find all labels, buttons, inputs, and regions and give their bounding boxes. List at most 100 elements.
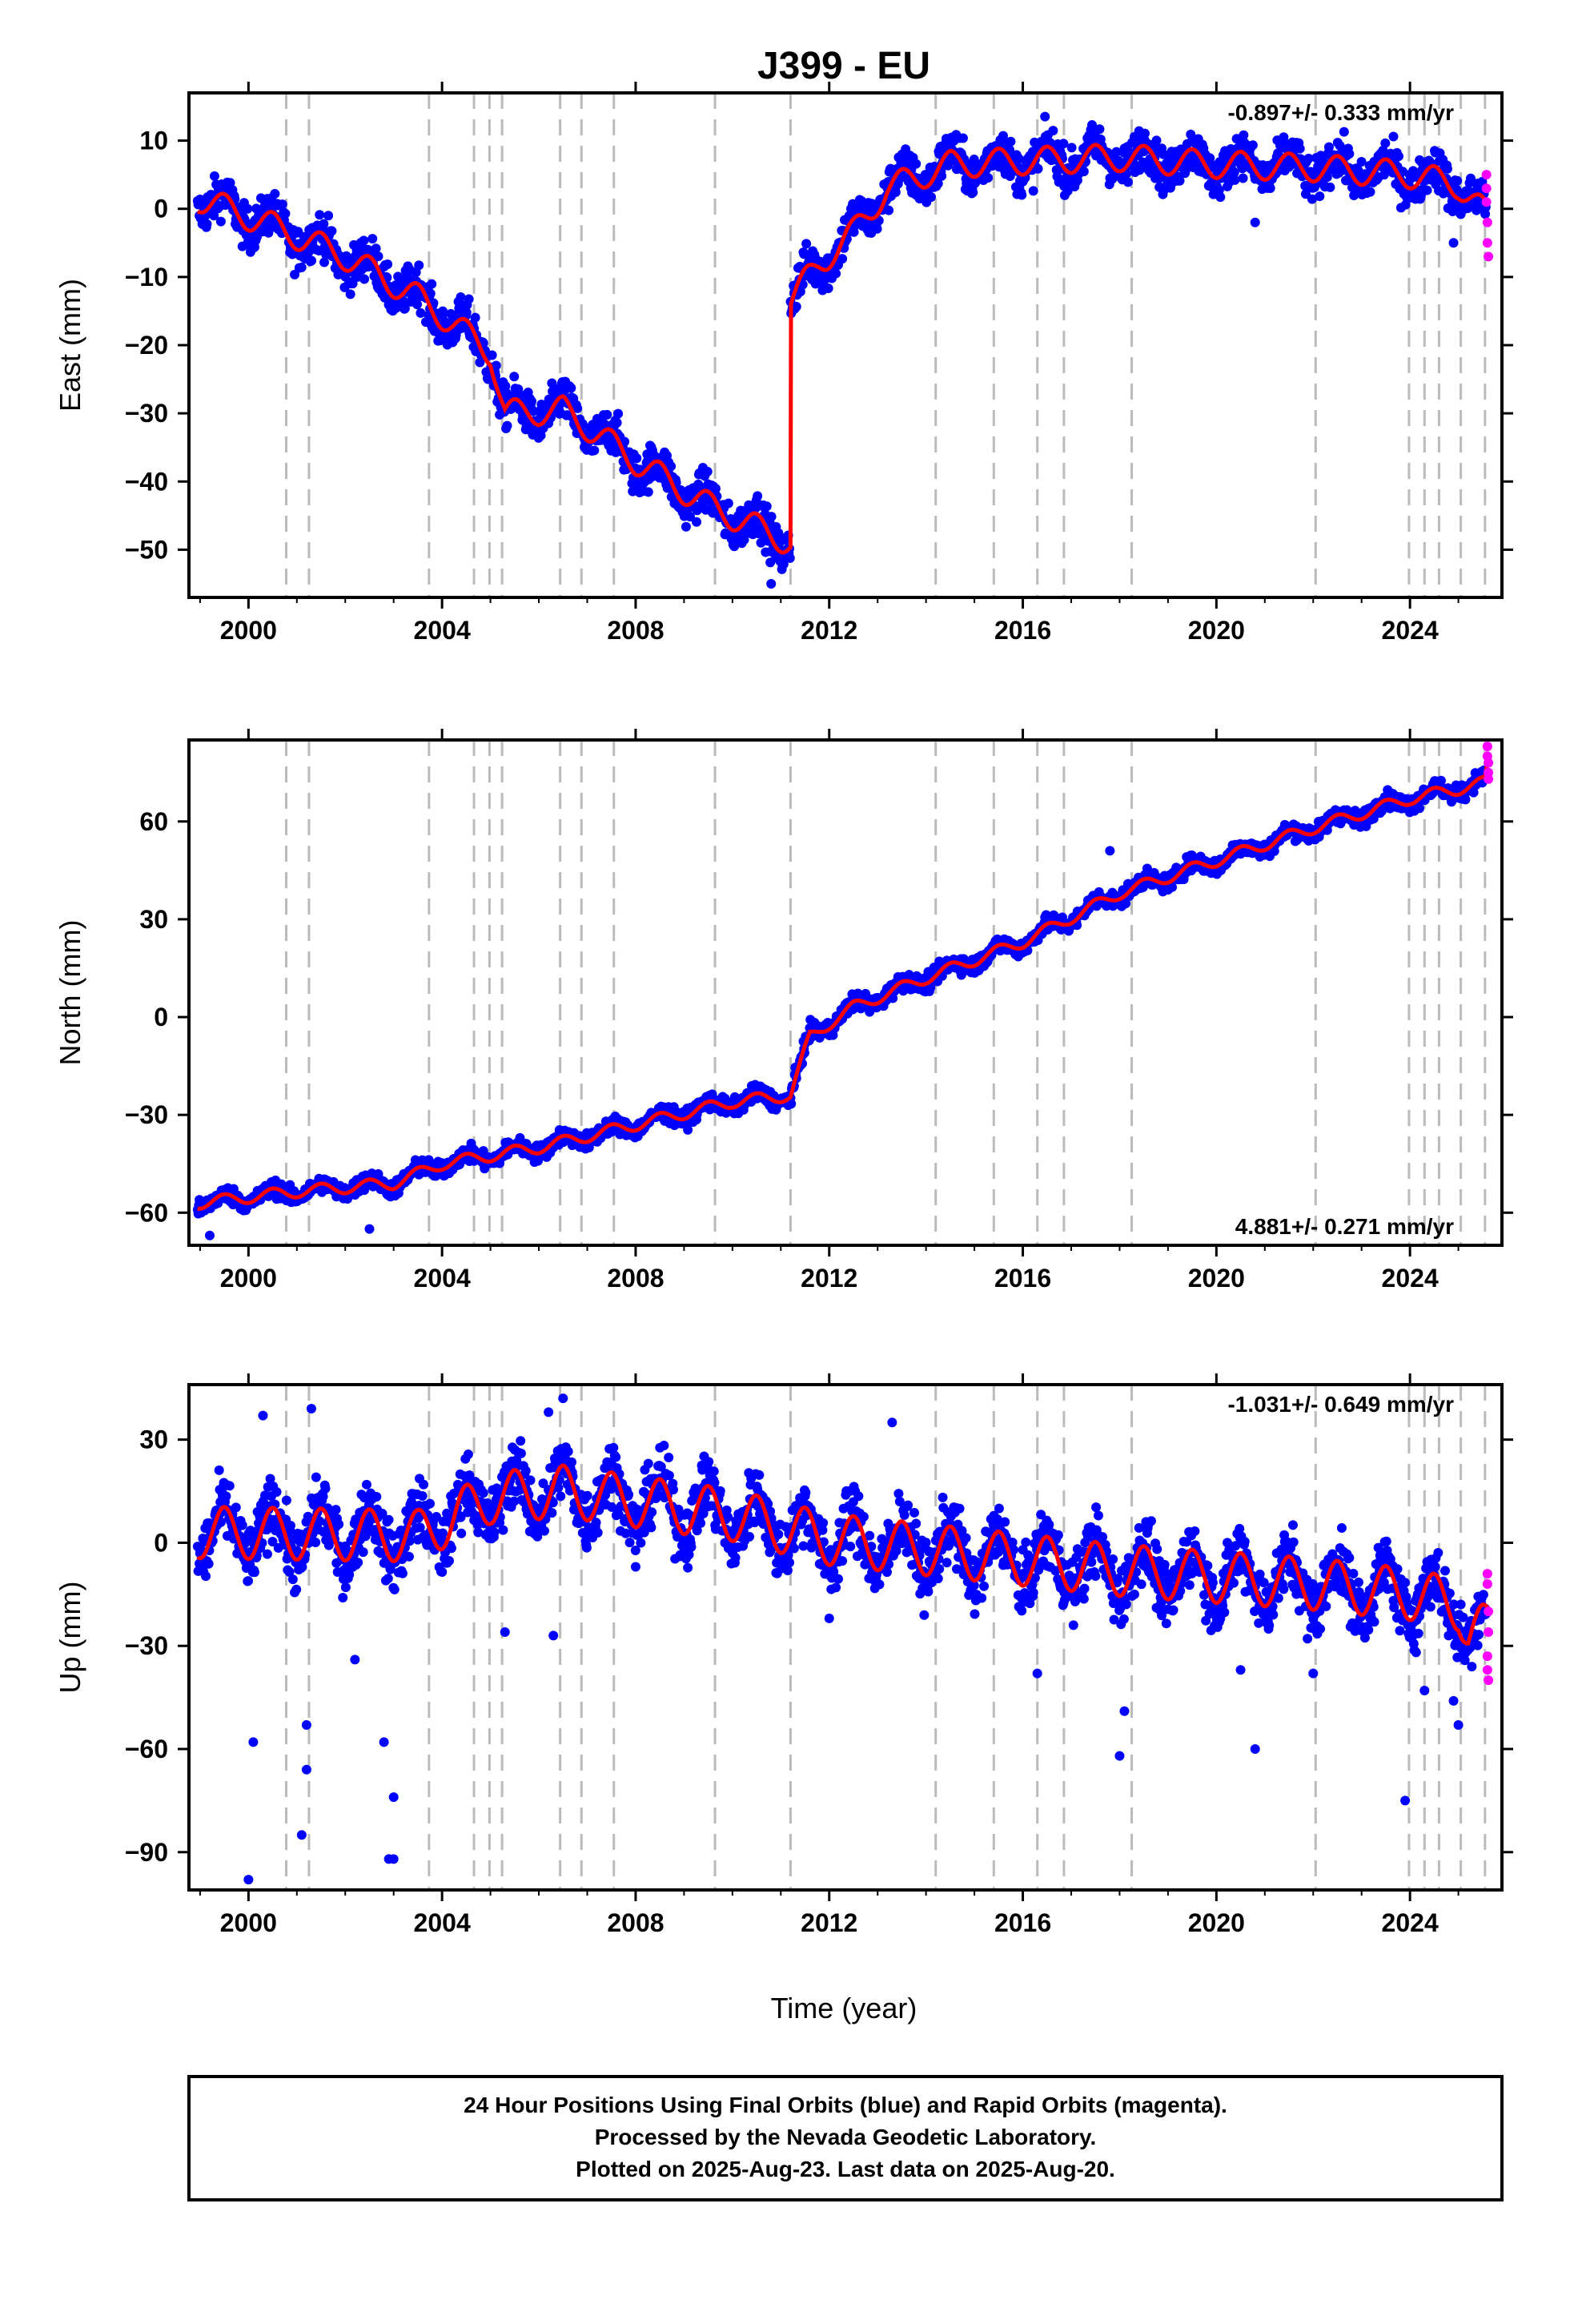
data-point bbox=[383, 1514, 394, 1525]
data-point bbox=[307, 255, 317, 266]
data-point bbox=[371, 243, 381, 254]
data-point bbox=[359, 274, 370, 284]
data-point bbox=[345, 289, 355, 300]
x-tick-label: 2004 bbox=[414, 1264, 471, 1293]
data-point bbox=[509, 372, 520, 382]
data-point bbox=[566, 383, 576, 393]
x-tick-label: 2012 bbox=[801, 1264, 857, 1293]
data-point bbox=[311, 1537, 321, 1547]
outlier-point bbox=[1250, 217, 1260, 227]
data-point bbox=[323, 211, 334, 221]
data-point bbox=[461, 308, 472, 318]
data-point bbox=[319, 219, 329, 229]
data-point bbox=[1017, 190, 1027, 200]
data-point bbox=[1344, 149, 1355, 159]
rapid-point bbox=[1481, 170, 1492, 180]
y-tick-label: 0 bbox=[154, 1003, 168, 1031]
data-point bbox=[412, 300, 423, 310]
data-point bbox=[723, 498, 733, 509]
data-point bbox=[1452, 175, 1463, 186]
rapid-point bbox=[1484, 251, 1494, 262]
data-point bbox=[1094, 124, 1105, 135]
data-point bbox=[937, 171, 947, 181]
data-point bbox=[666, 461, 677, 472]
rapid-point bbox=[1484, 774, 1494, 784]
final-orbit-points bbox=[192, 111, 1491, 589]
data-point bbox=[320, 1483, 331, 1494]
data-point bbox=[968, 187, 978, 198]
data-point bbox=[271, 1487, 282, 1498]
data-point bbox=[331, 1505, 341, 1515]
data-point bbox=[890, 187, 901, 198]
final-orbit-points bbox=[192, 1393, 1491, 1885]
x-tick-label: 2000 bbox=[220, 616, 277, 645]
rapid-point bbox=[1481, 183, 1492, 194]
panel-1: 2000 2004 2008 2012 2016 2020 2024100−10−20−30… bbox=[54, 82, 1513, 645]
data-point bbox=[367, 234, 378, 244]
data-point bbox=[280, 208, 291, 219]
data-point bbox=[315, 210, 325, 220]
data-point bbox=[643, 487, 653, 497]
data-point bbox=[358, 1547, 368, 1558]
data-point bbox=[1442, 163, 1452, 174]
data-point bbox=[359, 235, 369, 246]
data-point bbox=[262, 1549, 272, 1559]
data-point bbox=[691, 517, 701, 527]
data-point bbox=[470, 312, 480, 323]
data-point bbox=[277, 199, 287, 210]
data-point bbox=[1028, 186, 1038, 196]
chart-title: J399 - EU bbox=[757, 45, 930, 87]
outlier-point bbox=[766, 578, 777, 589]
rapid-point bbox=[1482, 217, 1492, 227]
outlier-point bbox=[204, 1230, 215, 1240]
data-point bbox=[209, 171, 219, 181]
data-point bbox=[911, 159, 921, 169]
x-tick-label: 2020 bbox=[1188, 616, 1245, 645]
data-point bbox=[464, 294, 474, 304]
data-point bbox=[632, 453, 642, 464]
data-point bbox=[296, 262, 307, 272]
data-point bbox=[536, 430, 546, 440]
x-tick-label: 2016 bbox=[994, 616, 1051, 645]
y-tick-label: −30 bbox=[125, 399, 168, 428]
data-point bbox=[427, 279, 437, 289]
y-tick-label: −40 bbox=[125, 467, 168, 496]
data-point bbox=[1151, 135, 1162, 146]
data-point bbox=[1111, 147, 1122, 157]
data-point bbox=[1122, 177, 1133, 187]
data-point bbox=[1365, 187, 1375, 197]
data-point bbox=[502, 420, 512, 431]
data-point bbox=[933, 179, 943, 189]
data-point bbox=[353, 1558, 363, 1568]
rate-label: -0.897+/- 0.333 mm/yr bbox=[1227, 100, 1454, 125]
data-point bbox=[983, 172, 994, 183]
y-tick-label: −10 bbox=[125, 263, 168, 292]
data-point bbox=[710, 483, 721, 493]
data-point bbox=[1339, 127, 1349, 137]
x-tick-label: 2008 bbox=[607, 616, 664, 645]
data-point bbox=[1215, 192, 1226, 203]
x-tick-label: 2024 bbox=[1382, 616, 1439, 645]
data-point bbox=[884, 205, 894, 215]
data-point bbox=[224, 1481, 235, 1491]
data-point bbox=[823, 283, 833, 294]
data-point bbox=[547, 378, 557, 388]
y-axis-label: East (mm) bbox=[54, 279, 86, 412]
panel-frame bbox=[187, 738, 1504, 1247]
data-point bbox=[1048, 126, 1058, 136]
data-point bbox=[487, 350, 497, 360]
x-tick-label: 2024 bbox=[1382, 1264, 1439, 1293]
data-point bbox=[766, 512, 777, 522]
data-point bbox=[249, 1567, 259, 1578]
data-point bbox=[340, 1582, 351, 1593]
x-tick-label: 2000 bbox=[220, 1264, 277, 1293]
data-point bbox=[801, 239, 812, 249]
data-point bbox=[215, 216, 226, 227]
y-tick-label: −30 bbox=[125, 1100, 168, 1129]
data-point bbox=[400, 304, 410, 314]
data-point bbox=[237, 1520, 247, 1530]
data-point bbox=[334, 1519, 344, 1530]
data-point bbox=[203, 1558, 214, 1569]
data-point bbox=[221, 1491, 231, 1502]
